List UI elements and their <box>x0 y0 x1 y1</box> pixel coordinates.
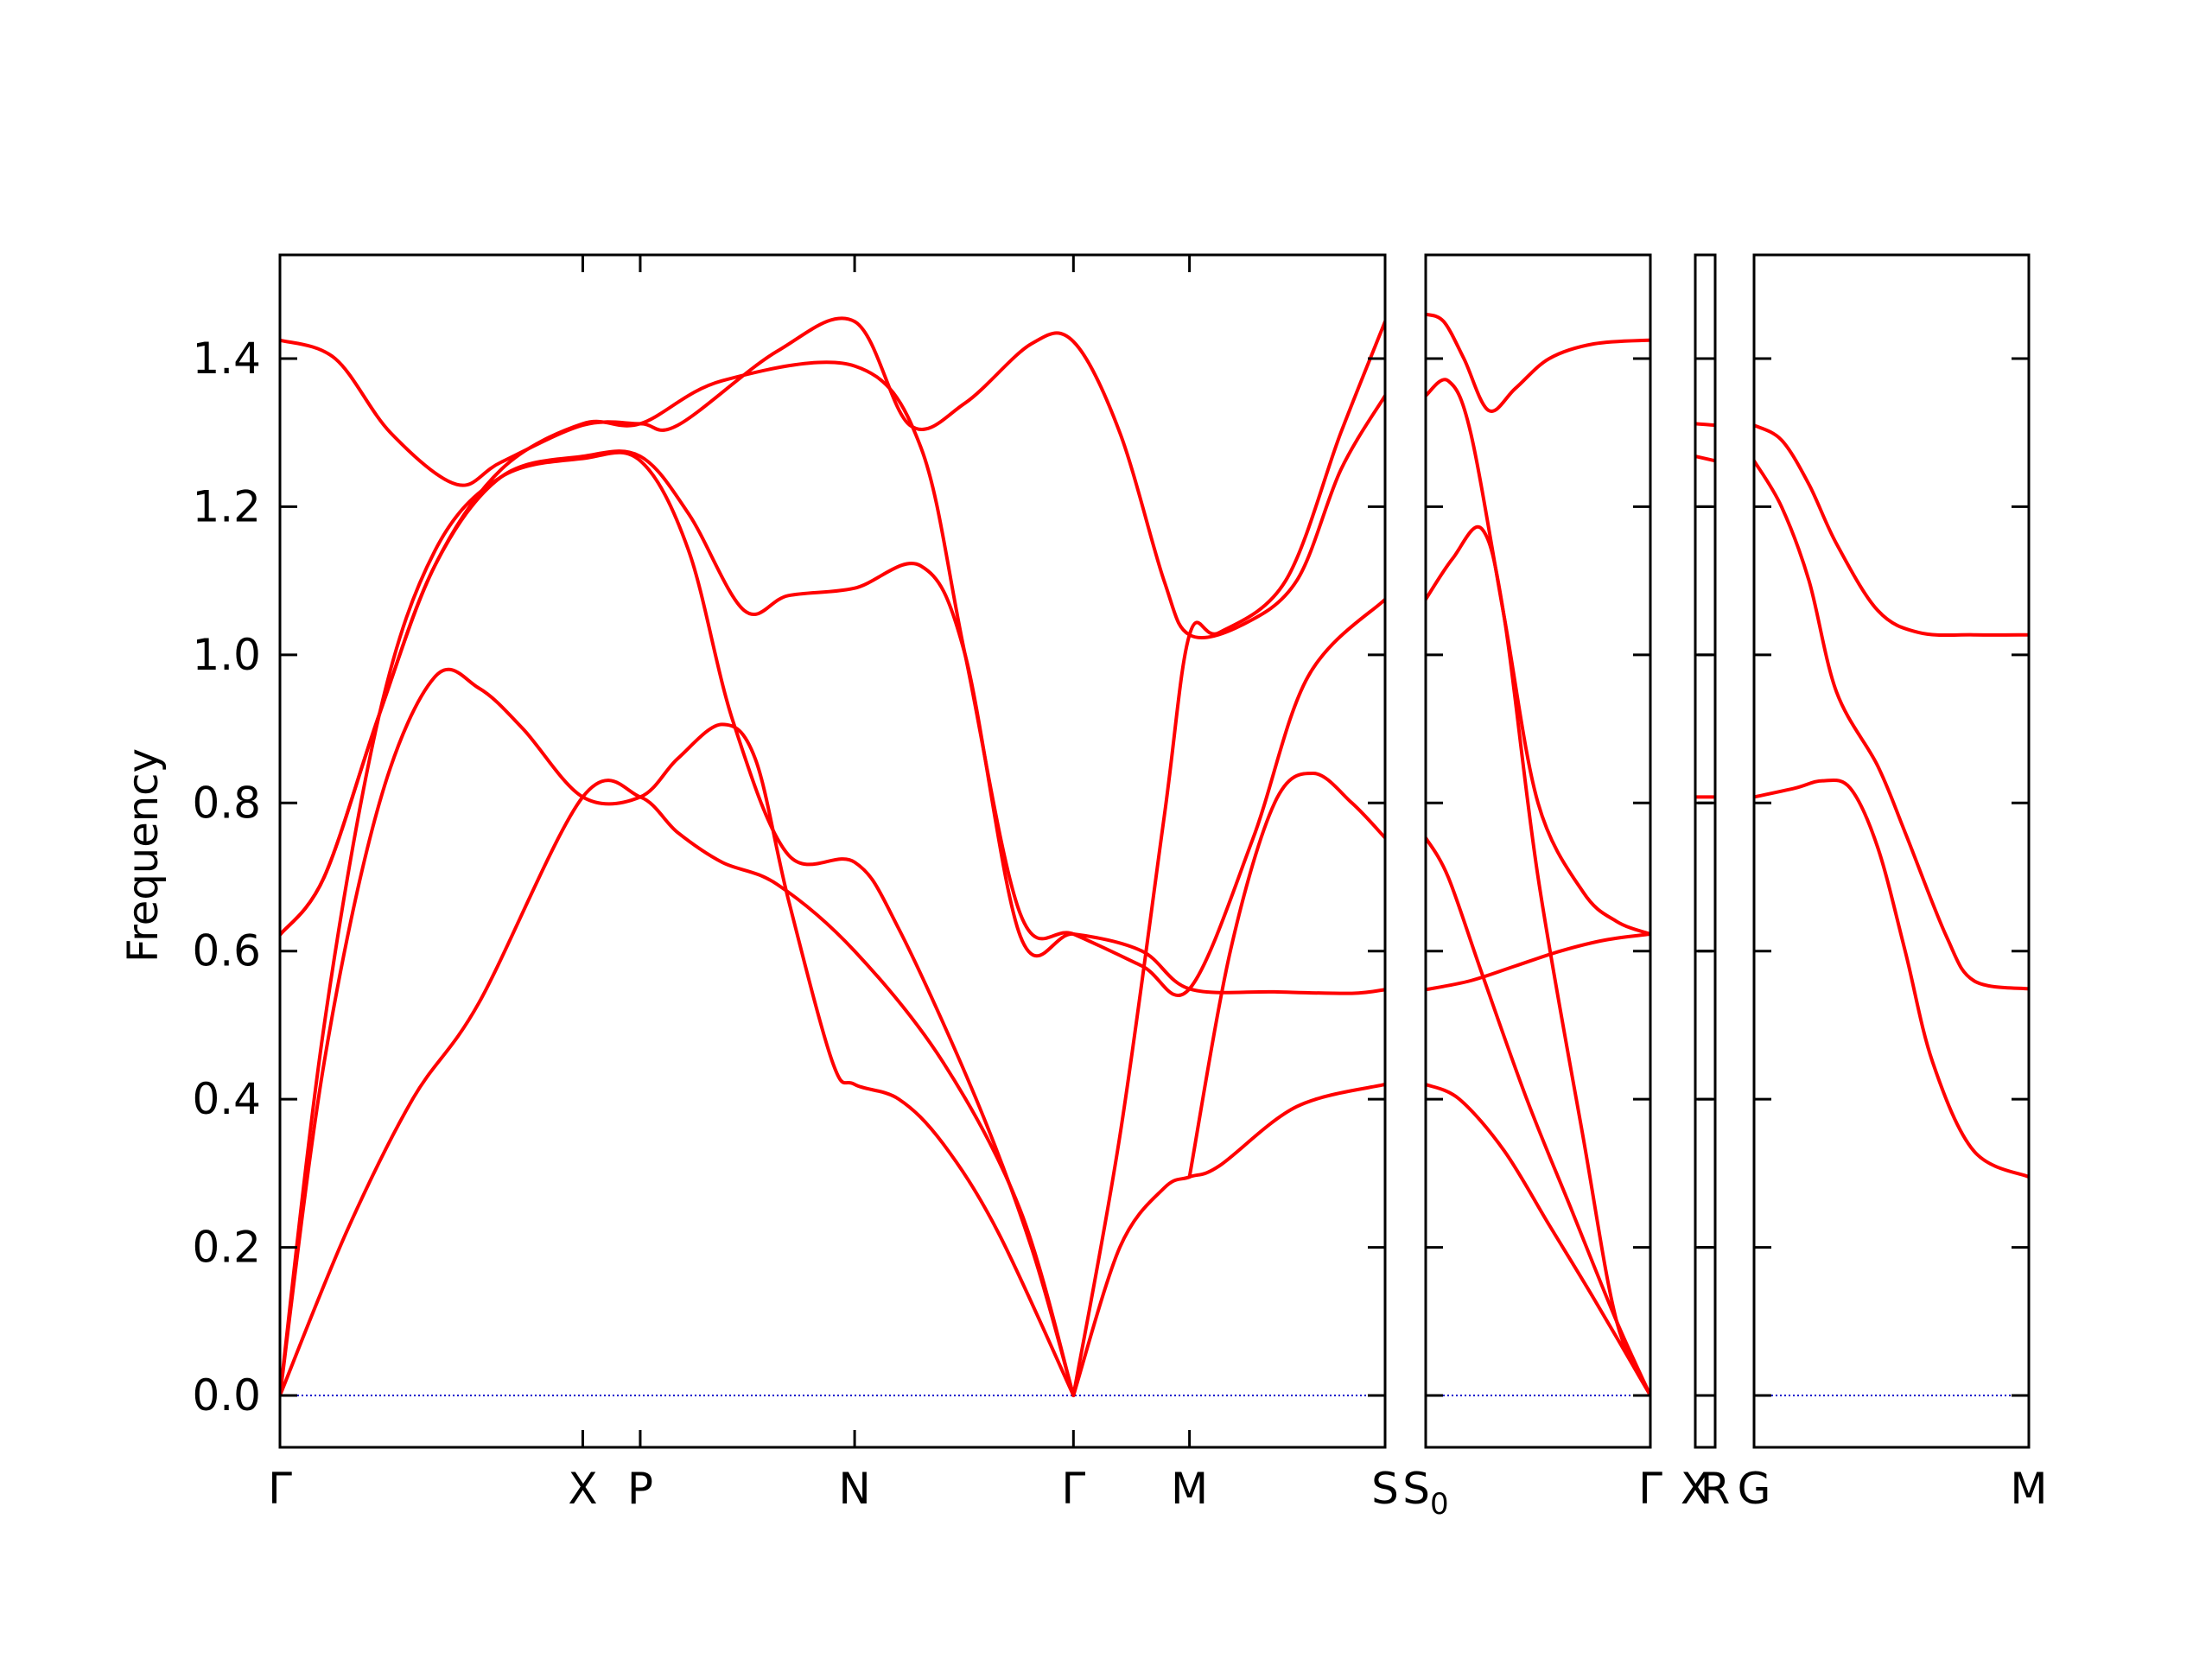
band-line-2 <box>280 667 1076 1397</box>
x-tick-label: Γ <box>1061 1464 1085 1514</box>
panel-frame <box>1752 253 2031 1449</box>
bands-group <box>1426 312 1650 1397</box>
band-line-5 <box>280 360 1385 997</box>
y-tick-label: 1.0 <box>192 630 261 680</box>
panel-frame <box>1694 253 1717 1449</box>
panel-frame <box>278 253 1387 1449</box>
x-tick-label: S0 <box>1402 1464 1448 1522</box>
band-line-3 <box>1426 524 1650 1397</box>
band-line-6 <box>1426 1083 1650 1397</box>
band-line-1 <box>1754 423 2029 638</box>
panel-2: S0 Γ <box>1402 253 1662 1522</box>
x-tick-label: Γ <box>1638 1464 1662 1514</box>
y-axis-label: Frequency <box>119 748 168 963</box>
x-tick-label: X <box>568 1464 597 1514</box>
panel-3: XR <box>1681 253 1731 1514</box>
x-tick-label: S <box>1371 1464 1399 1514</box>
y-tick-label: 1.2 <box>192 481 261 531</box>
y-tick-label: 0.8 <box>192 778 261 828</box>
band-line-9 <box>1187 772 1385 1179</box>
x-tick-label: M <box>1171 1464 1208 1514</box>
band-line-4 <box>1426 836 1650 1397</box>
x-tick-label: Γ <box>268 1464 292 1514</box>
band-line-5 <box>1426 932 1650 992</box>
bands-group <box>1695 422 1715 799</box>
band-line-6 <box>280 316 1385 639</box>
band-line-8 <box>1071 320 1385 1397</box>
x-tick-label: R <box>1700 1464 1731 1514</box>
y-tick-label: 0.2 <box>192 1223 261 1273</box>
bands-group <box>1754 423 2029 1179</box>
y-tick-label: 0.0 <box>192 1370 261 1421</box>
x-tick-label: M <box>2010 1464 2047 1514</box>
band-line-3 <box>280 450 1076 1397</box>
band-line-1 <box>1695 422 1715 428</box>
x-tick-label-subscript: 0 <box>1430 1487 1449 1522</box>
band-line-2 <box>1695 454 1715 463</box>
x-tick-label: N <box>838 1464 870 1514</box>
x-tick-label: X <box>1681 1464 1710 1514</box>
y-tick-label: 0.6 <box>192 926 261 976</box>
band-line-2 <box>1426 378 1650 936</box>
band-line-3 <box>1754 778 2029 1179</box>
x-tick-label: P <box>627 1464 653 1514</box>
x-tick-label: G <box>1738 1464 1771 1514</box>
band-line-1 <box>280 779 1076 1397</box>
panel-frame <box>1424 253 1652 1449</box>
band-line-2 <box>1754 459 2029 991</box>
band-line-1 <box>1426 312 1650 413</box>
plot-layer: Γ X P N Γ M S S0 Γ XR G M0.00.20.40.60.81.01.21.4 <box>192 253 2048 1522</box>
y-tick-label: 1.4 <box>192 334 261 384</box>
y-tick-label: 0.4 <box>192 1074 261 1124</box>
bands-group <box>280 316 1385 1397</box>
